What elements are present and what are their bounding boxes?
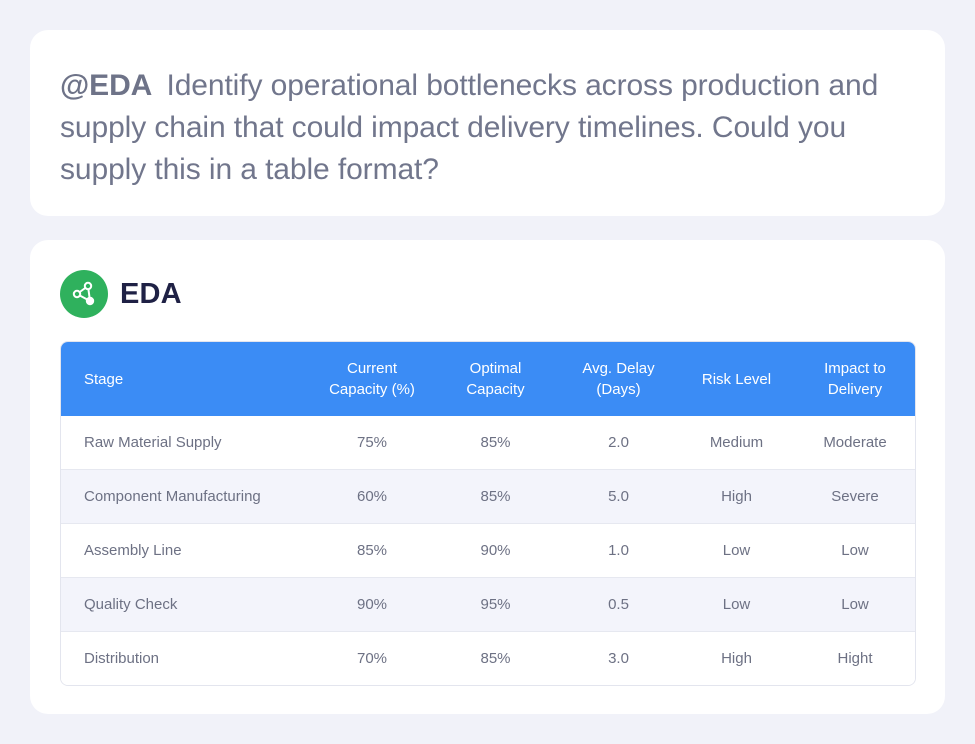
cell-risk-level: High xyxy=(680,631,793,685)
cell-stage: Component Manufacturing xyxy=(61,469,310,524)
cell-avg-delay: 0.5 xyxy=(557,577,680,632)
cell-impact: Low xyxy=(793,577,915,632)
cell-optimal-capacity: 85% xyxy=(434,631,557,685)
header-optimal-capacity-line2: Capacity xyxy=(466,381,525,398)
cell-stage: Quality Check xyxy=(61,577,310,632)
cell-impact: Hight xyxy=(793,631,915,685)
header-impact-line1: Impact to xyxy=(824,360,886,377)
cell-risk-level: High xyxy=(680,469,793,524)
prompt-text: Identify operational bottlenecks across … xyxy=(60,69,879,186)
cell-impact: Severe xyxy=(793,469,915,524)
network-nodes-icon xyxy=(60,270,108,318)
cell-optimal-capacity: 95% xyxy=(434,577,557,632)
prompt-message: @EDA Identify operational bottlenecks ac… xyxy=(60,65,915,191)
header-avg-delay-line1: Avg. Delay xyxy=(582,360,655,377)
agent-mention[interactable]: @EDA xyxy=(60,69,153,102)
network-nodes-icon-graphic xyxy=(72,281,95,306)
bottleneck-table: Stage Current Capacity (%) Optimal Capacit… xyxy=(60,341,916,686)
cell-current-capacity: 70% xyxy=(310,631,434,685)
header-stage: Stage xyxy=(61,342,310,416)
cell-risk-level: Low xyxy=(680,577,793,632)
cell-optimal-capacity: 90% xyxy=(434,523,557,578)
table-header-row: Stage Current Capacity (%) Optimal Capacit… xyxy=(61,342,915,416)
table-row: Assembly Line 85% 90% 1.0 Low Low xyxy=(61,523,915,578)
cell-avg-delay: 3.0 xyxy=(557,631,680,685)
data-table: Stage Current Capacity (%) Optimal Capacit… xyxy=(61,342,915,685)
header-risk-level: Risk Level xyxy=(680,342,793,416)
cell-stage: Distribution xyxy=(61,631,310,685)
cell-current-capacity: 85% xyxy=(310,523,434,578)
table-row: Raw Material Supply 75% 85% 2.0 Medium M… xyxy=(61,416,915,470)
cell-current-capacity: 75% xyxy=(310,416,434,470)
header-current-capacity-line1: Current xyxy=(346,360,398,377)
table-row: Component Manufacturing 60% 85% 5.0 High… xyxy=(61,469,915,524)
cell-avg-delay: 2.0 xyxy=(557,416,680,470)
header-current-capacity-line2: Capacity (%) xyxy=(329,381,415,398)
cell-optimal-capacity: 85% xyxy=(434,416,557,470)
cell-stage: Assembly Line xyxy=(61,523,310,578)
cell-stage: Raw Material Supply xyxy=(61,416,310,470)
header-avg-delay-line2: (Days) xyxy=(596,381,641,398)
cell-risk-level: Medium xyxy=(680,416,793,470)
cell-risk-level: Low xyxy=(680,523,793,578)
agent-name: EDA xyxy=(120,277,182,310)
cell-current-capacity: 90% xyxy=(310,577,434,632)
header-current-capacity: Current Capacity (%) xyxy=(310,342,434,416)
cell-impact: Moderate xyxy=(793,416,915,470)
header-optimal-capacity: Optimal Capacity xyxy=(434,342,557,416)
cell-current-capacity: 60% xyxy=(310,469,434,524)
header-impact-line2: Delivery xyxy=(827,381,883,398)
header-optimal-capacity-line1: Optimal xyxy=(469,360,522,377)
user-prompt-card: @EDA Identify operational bottlenecks ac… xyxy=(30,30,945,216)
cell-optimal-capacity: 85% xyxy=(434,469,557,524)
agent-response-card: EDA Stage Current Capacity (%) Optimal Cap… xyxy=(30,240,945,714)
cell-avg-delay: 1.0 xyxy=(557,523,680,578)
cell-avg-delay: 5.0 xyxy=(557,469,680,524)
agent-header: EDA xyxy=(60,270,182,318)
cell-impact: Low xyxy=(793,523,915,578)
header-avg-delay: Avg. Delay (Days) xyxy=(557,342,680,416)
table-row: Quality Check 90% 95% 0.5 Low Low xyxy=(61,577,915,632)
header-impact-to-delivery: Impact to Delivery xyxy=(793,342,915,416)
table-row: Distribution 70% 85% 3.0 High Hight xyxy=(61,631,915,685)
